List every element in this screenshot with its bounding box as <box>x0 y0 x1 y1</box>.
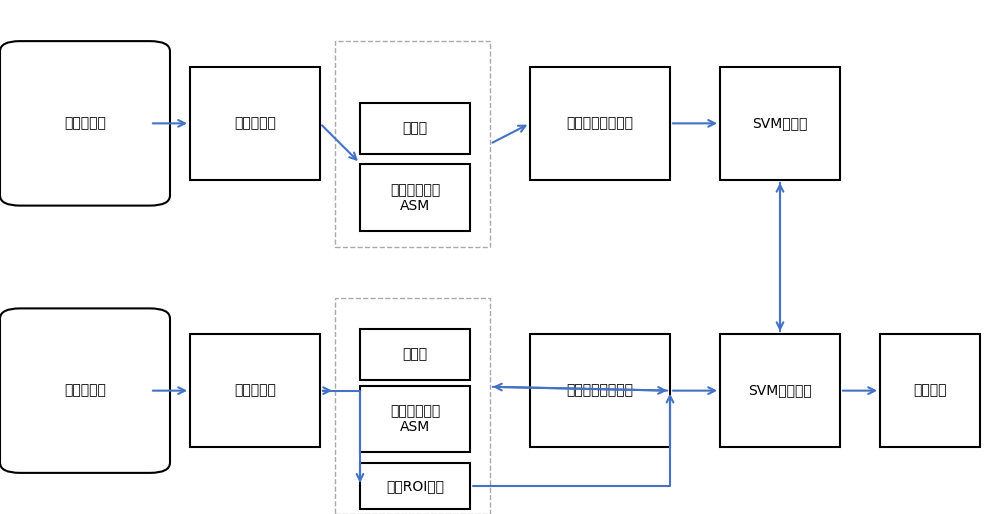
Text: 计算非对称图
ASM: 计算非对称图 ASM <box>390 404 440 434</box>
Bar <box>530 334 670 447</box>
Bar <box>720 334 840 447</box>
Bar <box>360 386 470 452</box>
Bar <box>190 334 320 447</box>
Text: 归一化: 归一化 <box>402 121 428 136</box>
Text: SVM分类器: SVM分类器 <box>752 116 808 131</box>
Text: 提取脑组织: 提取脑组织 <box>234 116 276 131</box>
Bar <box>335 298 490 514</box>
Text: 归一化: 归一化 <box>402 347 428 362</box>
Bar <box>360 463 470 509</box>
Bar <box>335 41 490 247</box>
Text: 测试数据集: 测试数据集 <box>64 383 106 398</box>
FancyBboxPatch shape <box>0 41 170 206</box>
Bar <box>720 67 840 180</box>
Bar <box>360 103 470 154</box>
Text: 提取脑组织: 提取脑组织 <box>234 383 276 398</box>
Text: 提取特征并归一化: 提取特征并归一化 <box>567 383 634 398</box>
Bar <box>190 67 320 180</box>
Text: 训练数据集: 训练数据集 <box>64 116 106 131</box>
FancyBboxPatch shape <box>0 308 170 473</box>
Text: 提取特征并归一化: 提取特征并归一化 <box>567 116 634 131</box>
Text: SVM分类模型: SVM分类模型 <box>748 383 812 398</box>
Bar <box>530 67 670 180</box>
Text: 提取ROI区域: 提取ROI区域 <box>386 479 444 493</box>
Bar <box>360 164 470 231</box>
Text: 分割结果: 分割结果 <box>913 383 947 398</box>
Bar <box>880 334 980 447</box>
Bar <box>360 329 470 380</box>
Text: 计算非对称图
ASM: 计算非对称图 ASM <box>390 183 440 213</box>
